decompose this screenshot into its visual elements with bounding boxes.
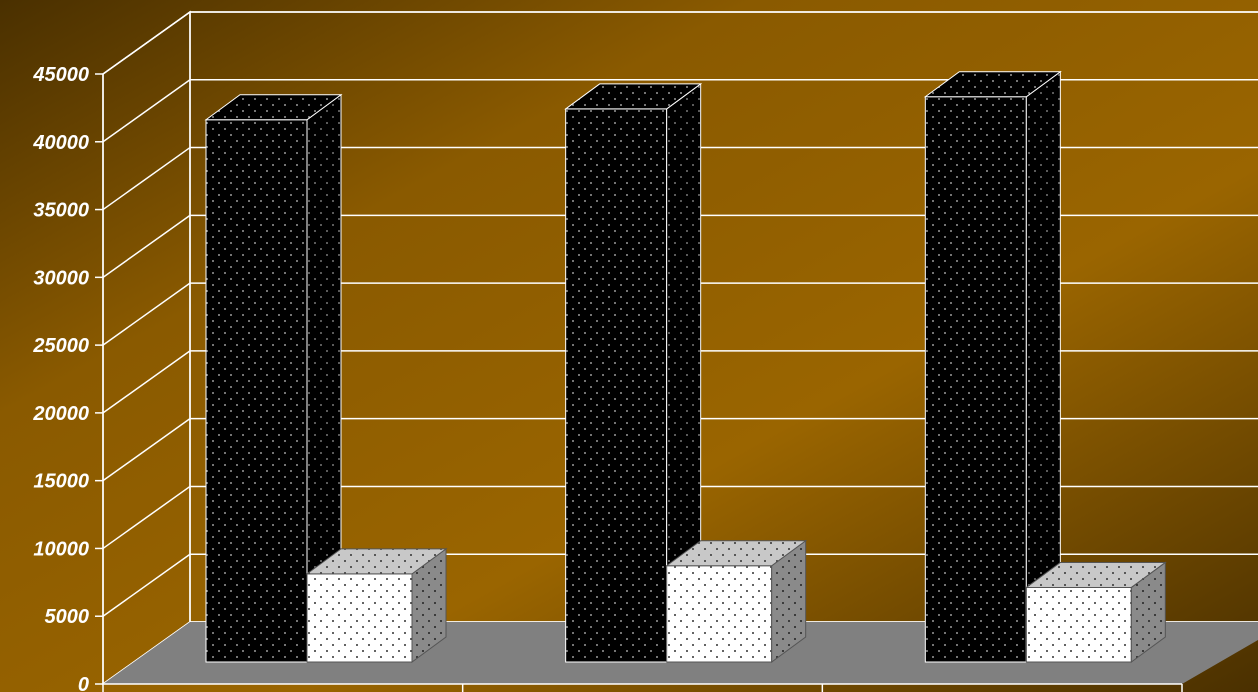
y-tick-label: 30000 [33, 267, 89, 289]
bar-front [306, 573, 413, 663]
gridline-side [102, 485, 191, 550]
y-tick-label: 25000 [32, 335, 89, 357]
bar-top [665, 540, 808, 567]
bar [204, 93, 343, 663]
chart-axis: 0 5000 10000 15000 20000 25000 30000 35000 40000… [32, 64, 1183, 692]
y-tick-label: 45000 [32, 64, 89, 86]
bar [923, 70, 1062, 663]
gridline-side [102, 214, 191, 278]
bar-top [923, 71, 1062, 98]
bar-front [666, 565, 773, 663]
gridline-side [102, 11, 191, 75]
y-tick-label: 5000 [45, 606, 90, 628]
y-tick-label: 10000 [33, 538, 89, 560]
chart-bars [204, 70, 1167, 663]
y-tick-label: 0 [78, 674, 89, 692]
bar [564, 82, 703, 663]
y-tick-label: 40000 [32, 132, 89, 154]
y-tick-label: 20000 [32, 403, 89, 425]
gridline-side [102, 553, 191, 617]
y-tick-label: 35000 [33, 200, 89, 222]
y-tick-label: 15000 [33, 471, 89, 493]
bar-front [565, 108, 668, 663]
gridline-side [102, 350, 191, 414]
bar-front [924, 96, 1027, 663]
gridline-side [102, 79, 191, 143]
gridline-side [102, 146, 191, 211]
bar [1024, 561, 1167, 663]
bar-top [1024, 561, 1167, 588]
bar-top [564, 83, 703, 110]
bar-front [205, 119, 308, 663]
bar [665, 539, 808, 663]
bar-front [1025, 586, 1132, 663]
gridline-side [102, 418, 191, 482]
bar-top [305, 548, 448, 575]
bar-top [204, 94, 343, 121]
gridline-side [102, 282, 191, 346]
bar [305, 547, 448, 663]
